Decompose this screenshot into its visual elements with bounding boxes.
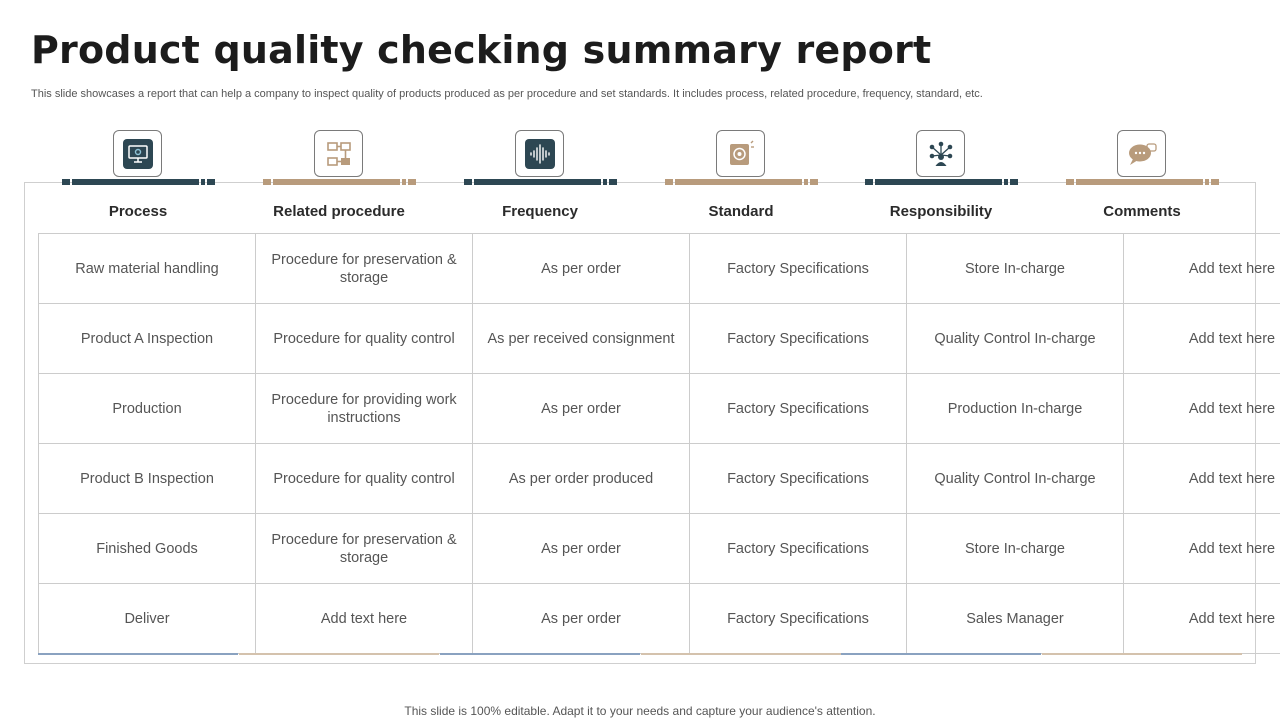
page-subtitle: This slide showcases a report that can h… — [31, 88, 983, 100]
icon-box — [1117, 130, 1166, 177]
table-cell: Store In-charge — [906, 513, 1124, 584]
column-accent-bar — [62, 179, 215, 185]
column-header-standard: Standard — [708, 203, 774, 220]
chat-bubble-icon — [1127, 139, 1157, 169]
page-title: Product quality checking summary report — [31, 28, 932, 72]
table-cell: As per order produced — [472, 443, 690, 514]
table-cell: Deliver — [38, 583, 256, 654]
table-cell: As per order — [472, 513, 690, 584]
table-cell: Factory Specifications — [689, 303, 907, 374]
table-cell: Raw material handling — [38, 233, 256, 304]
icon-box — [515, 130, 564, 177]
table-row: Raw material handling Procedure for pres… — [38, 233, 1280, 304]
table-cell: As per received consignment — [472, 303, 690, 374]
table-cell: Procedure for preservation & storage — [255, 513, 473, 584]
column-accent-bar — [263, 179, 416, 185]
table-cell: Production — [38, 373, 256, 444]
table-cell: Product B Inspection — [38, 443, 256, 514]
table-cell: As per order — [472, 233, 690, 304]
icon-box — [314, 130, 363, 177]
column-header-responsibility: Responsibility — [889, 203, 993, 220]
column-accent-bar — [464, 179, 617, 185]
column-head-frequency — [440, 124, 640, 188]
column-accent-bar — [665, 179, 818, 185]
column-head-related-procedure — [239, 124, 439, 188]
table-cell: Add text here — [1123, 233, 1280, 304]
summary-table: Raw material handling Procedure for pres… — [38, 233, 1280, 654]
table-row: Product A Inspection Procedure for quali… — [38, 303, 1280, 374]
table-cell: Add text here — [1123, 583, 1280, 654]
column-header-comments: Comments — [1103, 203, 1181, 220]
monitor-settings-icon — [122, 138, 153, 169]
column-bottom-accent — [1042, 653, 1242, 655]
table-cell: Add text here — [1123, 303, 1280, 374]
table-cell: Factory Specifications — [689, 373, 907, 444]
table-cell: Add text here — [255, 583, 473, 654]
table-cell: Procedure for providing work instruction… — [255, 373, 473, 444]
table-cell: Finished Goods — [38, 513, 256, 584]
column-header-process: Process — [108, 203, 168, 220]
footer-note: This slide is 100% editable. Adapt it to… — [404, 704, 876, 718]
table-cell: Procedure for quality control — [255, 303, 473, 374]
table-cell: Procedure for preservation & storage — [255, 233, 473, 304]
table-cell: As per order — [472, 373, 690, 444]
table-cell: Procedure for quality control — [255, 443, 473, 514]
table-row: Deliver Add text here As per order Facto… — [38, 583, 1280, 654]
table-cell: Add text here — [1123, 443, 1280, 514]
column-bottom-accent — [38, 653, 238, 655]
column-bottom-accent — [841, 653, 1041, 655]
flowchart-icon — [324, 139, 354, 169]
table-cell: Add text here — [1123, 373, 1280, 444]
table-cell: Quality Control In-charge — [906, 443, 1124, 514]
table-cell: Product A Inspection — [38, 303, 256, 374]
table-row: Product B Inspection Procedure for quali… — [38, 443, 1280, 514]
table-cell: Factory Specifications — [689, 513, 907, 584]
column-head-comments — [1042, 124, 1242, 188]
icon-box — [113, 130, 162, 177]
soundwave-icon — [524, 138, 555, 169]
column-head-process — [38, 124, 238, 188]
team-network-icon — [926, 139, 956, 169]
table-cell: Factory Specifications — [689, 583, 907, 654]
certificate-icon — [726, 139, 756, 169]
table-cell: Factory Specifications — [689, 233, 907, 304]
icon-box — [916, 130, 965, 177]
column-head-standard — [641, 124, 841, 188]
table-cell: Production In-charge — [906, 373, 1124, 444]
table-cell: Store In-charge — [906, 233, 1124, 304]
table-cell: As per order — [472, 583, 690, 654]
column-bottom-accent — [641, 653, 841, 655]
column-head-responsibility — [841, 124, 1041, 188]
column-bottom-accent — [239, 653, 439, 655]
table-cell: Sales Manager — [906, 583, 1124, 654]
table-cell: Quality Control In-charge — [906, 303, 1124, 374]
table-cell: Add text here — [1123, 513, 1280, 584]
column-accent-bar — [865, 179, 1018, 185]
column-accent-bar — [1066, 179, 1219, 185]
icon-box — [716, 130, 765, 177]
column-header-related-procedure: Related procedure — [273, 203, 405, 220]
table-row: Finished Goods Procedure for preservatio… — [38, 513, 1280, 584]
table-row: Production Procedure for providing work … — [38, 373, 1280, 444]
table-cell: Factory Specifications — [689, 443, 907, 514]
column-header-frequency: Frequency — [502, 203, 578, 220]
column-bottom-accent — [440, 653, 640, 655]
